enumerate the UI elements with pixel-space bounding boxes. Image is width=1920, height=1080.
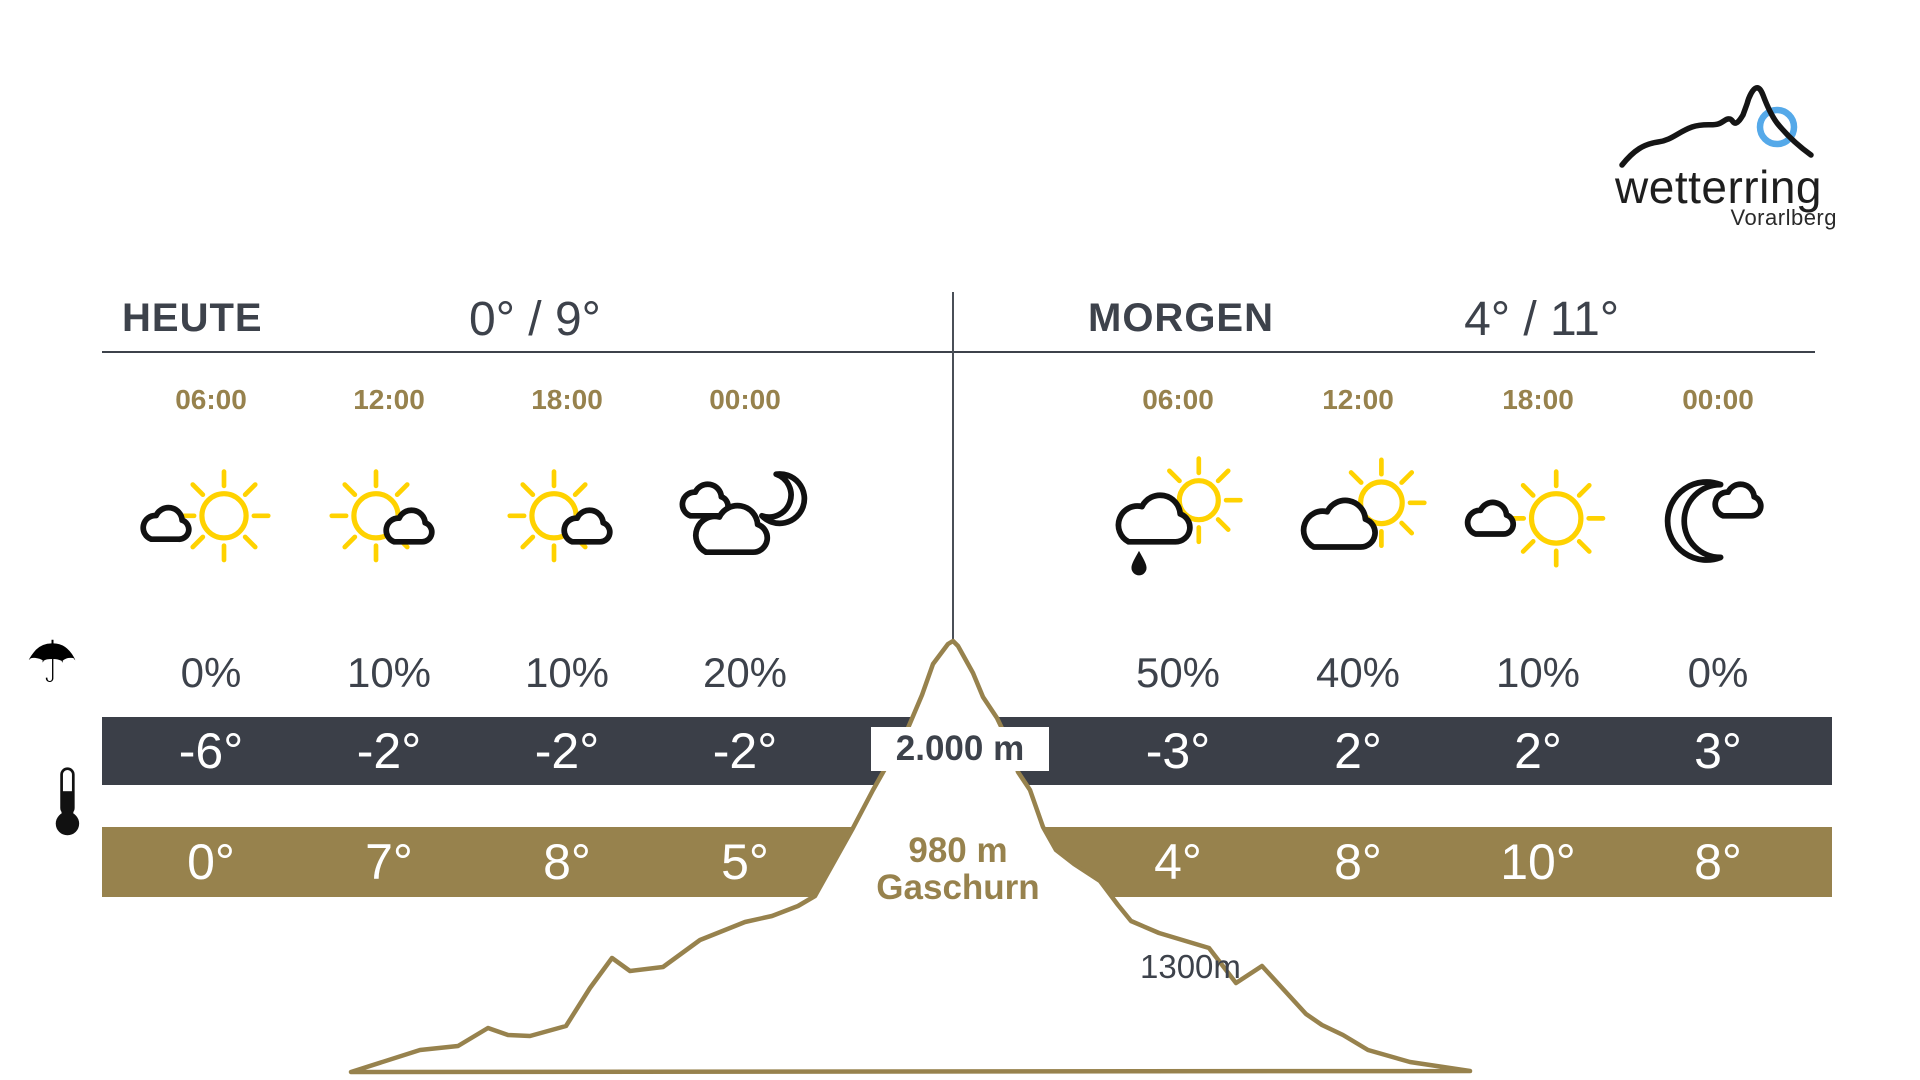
precipitation-probability: 0% (1687, 649, 1749, 696)
icons-row (122, 436, 834, 606)
temp-2000m-value: 2° (1514, 723, 1562, 779)
precipitation-row: 0% 10% 10% 20% (122, 645, 834, 701)
logo-sun-circle-icon (1756, 106, 1798, 148)
precipitation-row: 50% 40% 10% 0% (1088, 645, 1808, 701)
precipitation-probability: 10% (524, 649, 610, 696)
time-label: 06:00 (1142, 384, 1214, 415)
mid-altitude-label: 1300m (1140, 948, 1241, 985)
logo-mountain-line (1619, 85, 1814, 168)
day-name: HEUTE (122, 296, 263, 340)
moon-small-cloud-icon (1628, 436, 1808, 606)
day-name: MORGEN (1088, 296, 1274, 340)
upper-altitude-label: 2.000 m (871, 727, 1049, 771)
logo-region-text: Vorarlberg (1730, 205, 1837, 230)
temp-980m-value: 5° (721, 834, 769, 890)
temp-980m-value: 8° (1694, 834, 1742, 890)
time-label: 00:00 (709, 384, 781, 415)
temps-980m-row: 0° 7° 8° 5° (122, 827, 834, 897)
sun-cloud-right-icon (300, 436, 478, 606)
precipitation-probability: 10% (346, 649, 432, 696)
temp-2000m-value: -2° (356, 723, 422, 779)
day-group-tomorrow: MORGEN 4° / 11° 06:00 12:00 18:00 00:00 50%… (1088, 0, 1808, 1080)
temp-980m-value: 10° (1500, 834, 1576, 890)
temp-2000m-value: 2° (1334, 723, 1382, 779)
time-label: 18:00 (1502, 384, 1574, 415)
valley-altitude: 980 m (908, 831, 1008, 870)
time-label: 12:00 (353, 384, 425, 415)
time-label: 06:00 (175, 384, 247, 415)
temps-2000m-row: -6° -2° -2° -2° (122, 717, 834, 785)
clouds-moon-icon (656, 436, 834, 606)
thermometer-icon (55, 767, 80, 836)
day-minmax: 0° / 9° (469, 293, 601, 346)
times-row: 06:00 12:00 18:00 00:00 (122, 382, 834, 418)
precipitation-probability: 0% (180, 649, 242, 696)
temp-2000m-value: 3° (1694, 723, 1742, 779)
logo-brand-text: wetterring (1615, 161, 1822, 213)
temp-2000m-value: -3° (1145, 723, 1211, 779)
cloud-sun-icon (1268, 436, 1448, 606)
valley-label: 980 m Gaschurn (855, 832, 1061, 906)
day-divider-line (952, 292, 954, 640)
temp-980m-value: 4° (1154, 834, 1202, 890)
sun-cloud-right-icon (478, 436, 656, 606)
temp-980m-value: 7° (365, 834, 413, 890)
precipitation-probability: 50% (1135, 649, 1221, 696)
valley-name: Gaschurn (876, 868, 1040, 907)
time-label: 00:00 (1682, 384, 1754, 415)
temps-980m-row: 4° 8° 10° 8° (1088, 827, 1808, 897)
day-group-today: HEUTE 0° / 9° 06:00 12:00 18:00 00:00 0% 10%… (122, 0, 834, 1080)
precipitation-probability: 20% (702, 649, 788, 696)
mountain-silhouette (348, 638, 1473, 1075)
temps-2000m-row: -3° 2° 2° 3° (1088, 717, 1808, 785)
small-cloud-sun-icon (1448, 436, 1628, 606)
rain-cloud-sun-icon (1088, 436, 1268, 606)
temp-2000m-value: -6° (178, 723, 244, 779)
precipitation-probability: 40% (1315, 649, 1401, 696)
temp-2000m-value: -2° (712, 723, 778, 779)
wetterring-logo-mountain-art (1619, 85, 1814, 168)
time-label: 18:00 (531, 384, 603, 415)
umbrella-icon: ☂ (26, 630, 78, 695)
temp-980m-value: 0° (187, 834, 235, 890)
icons-row (1088, 436, 1808, 606)
temp-2000m-value: -2° (534, 723, 600, 779)
cloud-left-sun-icon (122, 436, 300, 606)
day-minmax: 4° / 11° (1464, 293, 1620, 346)
header-underline (102, 351, 1815, 353)
temp-980m-value: 8° (1334, 834, 1382, 890)
time-label: 12:00 (1322, 384, 1394, 415)
precipitation-probability: 10% (1495, 649, 1581, 696)
temp-980m-value: 8° (543, 834, 591, 890)
times-row: 06:00 12:00 18:00 00:00 (1088, 382, 1808, 418)
